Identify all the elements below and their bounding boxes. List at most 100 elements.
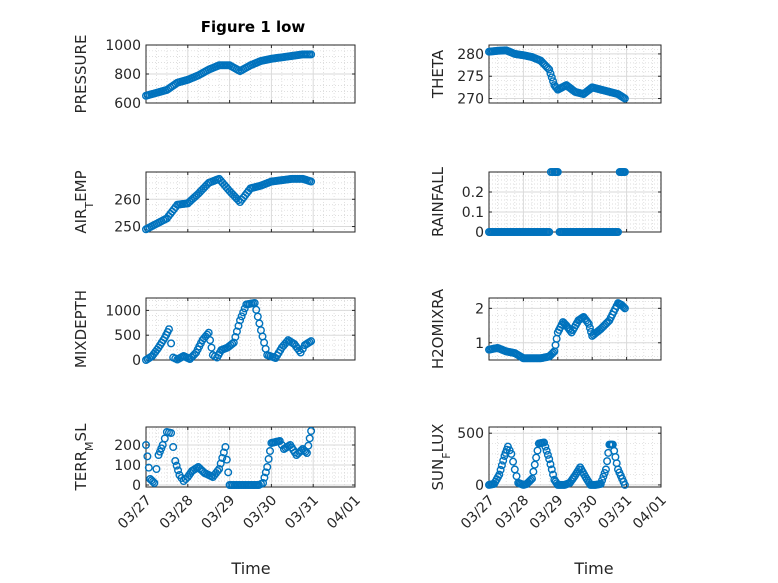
sun_flux-data-point — [499, 456, 508, 465]
terr_msl-data-point — [172, 461, 181, 470]
x-axis-label-right: Time — [573, 559, 613, 578]
h2omixra-y-tick-label: 1 — [475, 336, 484, 352]
pressure-y-tick-label: 1000 — [105, 38, 141, 54]
rainfall-y-tick-label: 0.1 — [462, 205, 484, 221]
mixdepth-panel: 0 500 1000 MIXDEPTH — [72, 290, 356, 369]
air_temp-y-tick-label: 250 — [114, 220, 141, 236]
terr_msl-x-tick-label: 03/28 — [157, 493, 197, 533]
mixdepth-data-point — [207, 343, 216, 352]
sun_flux-data-point — [547, 465, 556, 474]
theta-data-point — [546, 69, 555, 78]
terr_msl-data-point — [275, 437, 284, 446]
terr_msl-data-point — [152, 465, 161, 474]
theta-axes-box — [488, 44, 662, 104]
theta-y-axis-label: THETA — [429, 49, 447, 99]
mixdepth-data-point — [228, 339, 237, 348]
theta-data-point — [545, 65, 554, 74]
h2omixra-data-point — [584, 319, 593, 328]
sun_flux-x-tick-label: 04/01 — [630, 493, 670, 533]
terr_msl-x-tick-label: 03/29 — [199, 493, 239, 533]
mixdepth-data-point — [206, 336, 215, 345]
terr_msl-panel: 0 100 200 TERRMSL 03/27 03/28 03/29 03/30 03/31 0… — [72, 423, 364, 532]
theta-y-tick-label: 275 — [457, 69, 484, 85]
rainfall-y-tick-label: 0.2 — [462, 185, 484, 201]
h2omixra-y-tick-label: 2 — [475, 301, 484, 317]
terr_msl-data-point — [150, 479, 159, 488]
theta-y-tick-label: 280 — [457, 47, 484, 63]
sun_flux-data-point — [549, 470, 558, 479]
sun_flux-data-point — [541, 442, 550, 451]
sun_flux-axes-box — [488, 426, 662, 488]
sun_flux-y-tick-label: 0 — [475, 478, 484, 494]
terr_msl-data-point — [179, 477, 188, 486]
mixdepth-data-point — [307, 337, 316, 346]
terr_msl-data-point — [167, 429, 176, 438]
rainfall-data-point — [545, 227, 554, 236]
terr_msl-x-tick-label: 04/01 — [324, 493, 364, 533]
sun_flux-data-point — [600, 469, 609, 478]
rainfall-y-tick-label: 0 — [475, 225, 484, 241]
sun_flux-data-point — [507, 449, 516, 458]
sun_flux-data-point — [542, 446, 551, 455]
sun_flux-y-axis-label: SUNFLUX — [429, 424, 453, 491]
sun_flux-data-point — [546, 460, 555, 469]
sun_flux-y-tick-label: 500 — [457, 426, 484, 442]
theta-data-point — [547, 73, 556, 82]
pressure-y-tick-label: 600 — [114, 96, 141, 112]
terr_msl-data-point — [260, 473, 269, 482]
mixdepth-data-point — [167, 339, 176, 348]
theta-data-point — [620, 94, 629, 103]
theta-y-tick-label: 270 — [457, 92, 484, 108]
terr_msl-data-point — [304, 441, 313, 450]
sun_flux-data-point — [603, 457, 612, 466]
mixdepth-data-point — [236, 316, 245, 325]
x-axis-label-left: Time — [230, 559, 270, 578]
terr_msl-data-point — [216, 459, 225, 468]
terr_msl-data-point — [174, 466, 183, 475]
pressure-y-tick-label: 800 — [114, 67, 141, 83]
figure-title: Figure 1 low — [201, 18, 306, 36]
air_temp-data-point — [307, 177, 316, 186]
air_temp-y-axis-label: AIRTEMP — [72, 170, 96, 233]
air_temp-axes-box — [145, 171, 356, 233]
mixdepth-data-point — [204, 328, 213, 337]
h2omixra-data-point — [618, 302, 627, 311]
terr_msl-data-point — [215, 465, 224, 474]
terr_msl-data-point — [218, 454, 227, 463]
sun_flux-data-point — [526, 476, 535, 485]
terr_msl-data-point — [261, 468, 270, 477]
terr_msl-data-point — [144, 463, 153, 472]
mixdepth-y-tick-label: 1000 — [105, 303, 141, 319]
terr_msl-data-point — [171, 457, 180, 466]
pressure-data-point — [307, 50, 316, 59]
terr_msl-data-point — [169, 443, 178, 452]
sun_flux-x-tick-label: 03/27 — [458, 493, 498, 533]
sun_flux-data-point — [596, 479, 605, 488]
rainfall-data-point — [614, 227, 623, 236]
terr_msl-data-point — [264, 455, 273, 464]
rainfall-y-axis-label: RAINFALL — [429, 166, 447, 237]
terr_msl-data-point — [148, 477, 157, 486]
rainfall-data-point — [620, 167, 629, 176]
terr_msl-data-point — [213, 467, 222, 476]
sun_flux-data-point — [545, 455, 554, 464]
sun_flux-data-point — [509, 457, 518, 466]
terr_msl-data-point — [263, 463, 272, 472]
h2omixra-data-point — [619, 303, 628, 312]
mixdepth-y-tick-label: 0 — [132, 353, 141, 369]
terr_msl-x-tick-label: 03/31 — [282, 493, 322, 533]
h2omixra-data-point — [620, 304, 629, 313]
terr_msl-y-tick-label: 100 — [114, 458, 141, 474]
terr_msl-data-point — [259, 479, 268, 488]
terr_msl-data-point — [266, 447, 275, 456]
terr_msl-y-tick-label: 200 — [114, 438, 141, 454]
terr_msl-x-tick-label: 03/27 — [115, 493, 155, 533]
sun_flux-data-point — [540, 438, 549, 447]
terr_msl-data-point — [219, 448, 228, 457]
terr_msl-data-point — [221, 443, 230, 452]
sun_flux-data-point — [496, 465, 505, 474]
mixdepth-y-axis-label: MIXDEPTH — [72, 290, 90, 368]
sun_flux-x-tick-label: 03/30 — [561, 493, 601, 533]
h2omixra-axes-box — [488, 297, 662, 361]
